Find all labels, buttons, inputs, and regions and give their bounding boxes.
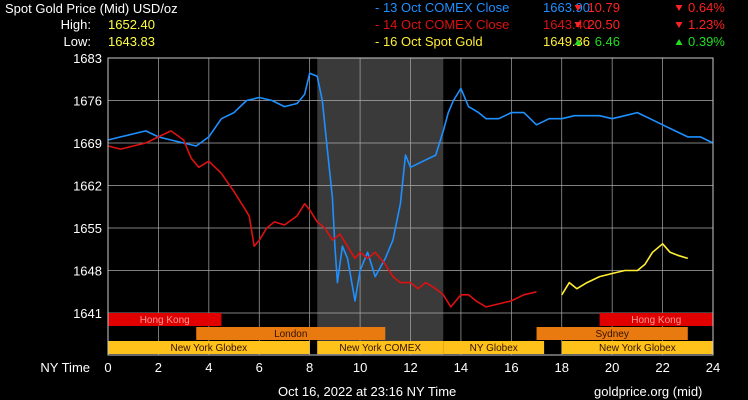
x-axis-label: NY Time xyxy=(40,360,90,375)
chart-title: Spot Gold Price (Mid) USD/oz xyxy=(5,1,178,16)
legend-pct: 0.64% xyxy=(688,0,725,15)
high-label: High: xyxy=(61,17,91,32)
x-tick-label: 4 xyxy=(205,360,212,375)
x-tick-label: 2 xyxy=(155,360,162,375)
x-tick-label: 10 xyxy=(353,360,367,375)
series-line xyxy=(561,243,689,296)
y-tick-label: 1655 xyxy=(73,221,102,236)
arrow-down-icon xyxy=(675,22,683,28)
comex-shaded-region xyxy=(317,58,444,355)
x-tick-label: 16 xyxy=(504,360,518,375)
plot-area: Hong Kong Hong Kong London Sydney New York G… xyxy=(40,51,720,375)
legend-price: 1663.90 xyxy=(543,0,590,15)
arrow-up-icon xyxy=(675,39,683,45)
legend-change: 20.50 xyxy=(587,17,620,32)
y-tick-label: 1676 xyxy=(73,94,102,109)
session-label: New York COMEX xyxy=(339,343,421,354)
legend-price: 1649.86 xyxy=(543,34,590,49)
y-tick-label: 1669 xyxy=(73,136,102,151)
series-line xyxy=(107,72,714,302)
arrow-down-icon xyxy=(675,5,683,11)
legend-label: - 13 Oct COMEX Close xyxy=(375,0,509,15)
legend-pct: 0.39% xyxy=(688,34,725,49)
session-label: London xyxy=(274,329,307,340)
legend-pct: 1.23% xyxy=(688,17,725,32)
session-label: NY Globex xyxy=(470,343,518,354)
legend-row: - 14 Oct COMEX Close 1643.40 20.50 1.23% xyxy=(375,17,725,32)
legend-label: - 16 Oct Spot Gold xyxy=(375,34,483,49)
high-value: 1652.40 xyxy=(108,17,155,32)
x-tick-label: 6 xyxy=(256,360,263,375)
y-tick-label: 1641 xyxy=(73,306,102,321)
low-value: 1643.83 xyxy=(108,34,155,49)
y-tick-label: 1662 xyxy=(73,179,102,194)
session-bar xyxy=(317,341,444,354)
x-tick-label: 22 xyxy=(655,360,669,375)
x-tick-label: 14 xyxy=(454,360,468,375)
session-bar xyxy=(561,341,713,354)
session-bar xyxy=(196,327,386,340)
x-tick-label: 8 xyxy=(306,360,313,375)
session-label: Hong Kong xyxy=(140,315,190,326)
series-line xyxy=(107,130,537,308)
session-bar xyxy=(108,341,310,354)
x-tick-label: 0 xyxy=(104,360,111,375)
legend-row: - 16 Oct Spot Gold 1649.86 6.46 0.39% xyxy=(375,34,725,49)
legend-price: 1643.40 xyxy=(543,17,590,32)
x-tick-label: 18 xyxy=(555,360,569,375)
x-tick-label: 24 xyxy=(706,360,720,375)
session-label: Sydney xyxy=(595,329,628,340)
x-tick-label: 12 xyxy=(403,360,417,375)
session-bar xyxy=(108,313,222,326)
session-bar xyxy=(599,313,713,326)
arrow-down-icon xyxy=(574,5,582,11)
legend-change: 10.79 xyxy=(587,0,620,15)
session-label: Hong Kong xyxy=(631,315,681,326)
footer-source: goldprice.org (mid) xyxy=(594,384,702,399)
session-bar xyxy=(536,327,688,340)
session-bar xyxy=(443,341,545,354)
session-label: New York Globex xyxy=(599,343,676,354)
legend-label: - 14 Oct COMEX Close xyxy=(375,17,509,32)
low-label: Low: xyxy=(64,34,91,49)
legend: - 13 Oct COMEX Close 1663.90 10.79 0.64%… xyxy=(375,0,725,49)
session-label: New York Globex xyxy=(170,343,247,354)
legend-change: 6.46 xyxy=(595,34,620,49)
footer-timestamp: Oct 16, 2022 at 23:16 NY Time xyxy=(278,384,456,399)
legend-row: - 13 Oct COMEX Close 1663.90 10.79 0.64% xyxy=(375,0,725,15)
x-tick-label: 20 xyxy=(605,360,619,375)
plot-border xyxy=(107,57,714,356)
arrow-up-icon xyxy=(574,39,582,45)
y-tick-label: 1648 xyxy=(73,264,102,279)
arrow-down-icon xyxy=(574,22,582,28)
y-tick-label: 1683 xyxy=(73,51,102,66)
